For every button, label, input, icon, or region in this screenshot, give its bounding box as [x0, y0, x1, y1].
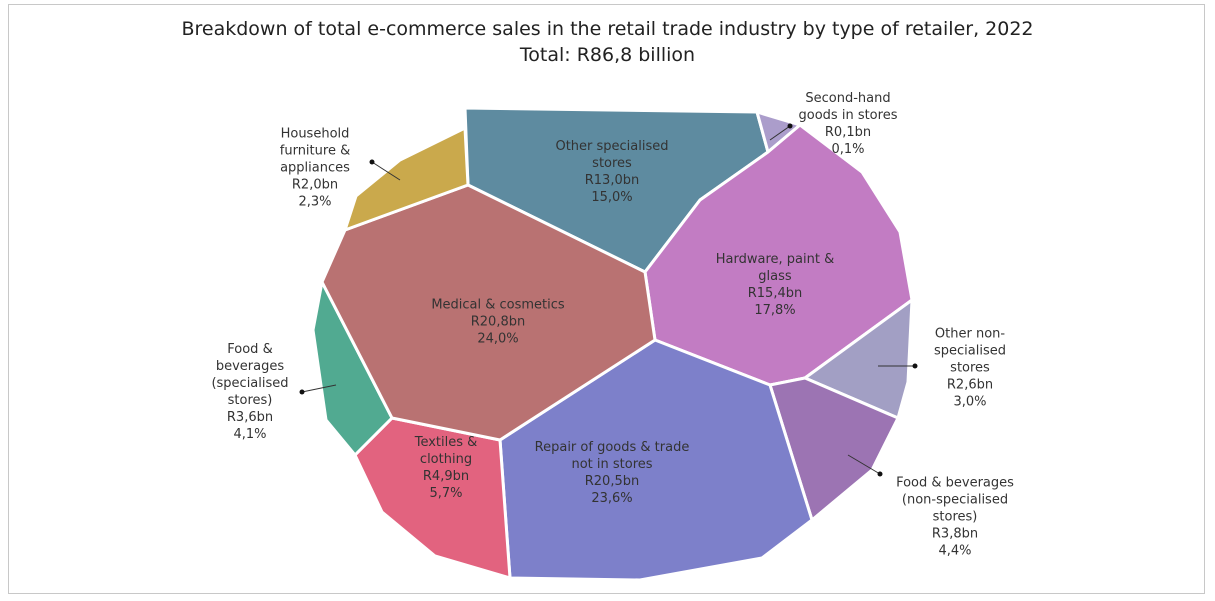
value-label: 3,0% [953, 394, 987, 410]
value-label: 2,3% [298, 194, 332, 210]
sales-label: R15,4bn [747, 286, 803, 301]
leader-line [847, 454, 881, 475]
sales-label: R4,9bn [422, 469, 470, 484]
leader-line [371, 161, 401, 181]
sales-label: R20,5bn [584, 474, 640, 489]
category-label: Repair of goods & trade not in stores [534, 440, 690, 472]
chart-title: Breakdown of total e-commerce sales in t… [181, 18, 1034, 40]
value-label: 24,0% [477, 331, 519, 347]
value-label: 4,4% [938, 543, 972, 559]
category-label: Food & beverages (specialised stores) [211, 342, 289, 408]
sales-label: R20,8bn [470, 314, 526, 330]
sales-label: R3,6bn [226, 410, 274, 425]
sales-label: R2,0bn [291, 177, 339, 193]
cell-label: Other non-specialised stores R2,6bn 3,0% [920, 326, 1020, 411]
category-label: Textiles & clothing [414, 435, 478, 467]
leader-dot [787, 123, 793, 129]
cell [311, 280, 394, 457]
value-label: 23,6% [591, 491, 633, 506]
leader-dot [369, 159, 375, 165]
leader-dot [299, 389, 305, 395]
category-label: Other non-specialised stores [934, 326, 1006, 376]
cell-label: Food & beverages (non-specialised stores… [895, 475, 1015, 560]
leader-line [301, 384, 337, 393]
category-label: Hardware, paint & glass [715, 252, 835, 284]
category-label: Food & beverages (non-specialised stores… [896, 475, 1014, 525]
sales-label: R0,1bn [824, 125, 872, 140]
category-label: Second-hand goods in stores [798, 91, 898, 123]
value-label: 0,1% [831, 142, 865, 157]
category-label: Other specialised stores [555, 139, 669, 171]
sales-label: R2,6bn [946, 377, 994, 393]
value-label: 5,7% [429, 486, 463, 501]
value-label: 17,8% [754, 303, 796, 318]
sales-label: R13,0bn [584, 173, 640, 188]
leader-dot [912, 363, 918, 369]
cell-label: Medical & cosmetics R20,8bn 24,0% [403, 297, 593, 348]
cell-label: Textiles & clothing R4,9bn 5,7% [406, 434, 486, 502]
value-label: 15,0% [591, 190, 633, 205]
chart-subtitle: Total: R86,8 billion [519, 44, 696, 66]
sales-label: R3,8bn [931, 526, 979, 542]
leader-line [769, 125, 791, 141]
category-label: Household furniture & appliances [279, 126, 351, 176]
cell-label: Hardware, paint & glass R15,4bn 17,8% [708, 251, 843, 319]
cell-label: Food & beverages (specialised stores) R3,… [205, 341, 295, 443]
leader-dot [877, 471, 883, 477]
cell [498, 338, 814, 582]
cell [343, 126, 470, 232]
cell-label: Repair of goods & trade not in stores R20… [535, 439, 690, 507]
cell-label: Other specialised stores R13,0bn 15,0% [550, 138, 675, 206]
category-label: Medical & cosmetics [431, 297, 565, 313]
frame [8, 4, 1205, 594]
value-label: 4,1% [233, 427, 267, 442]
cell-label: Second-hand goods in stores R0,1bn 0,1% [788, 90, 908, 158]
cell-label: Household furniture & appliances R2,0bn 2,… [273, 126, 358, 211]
